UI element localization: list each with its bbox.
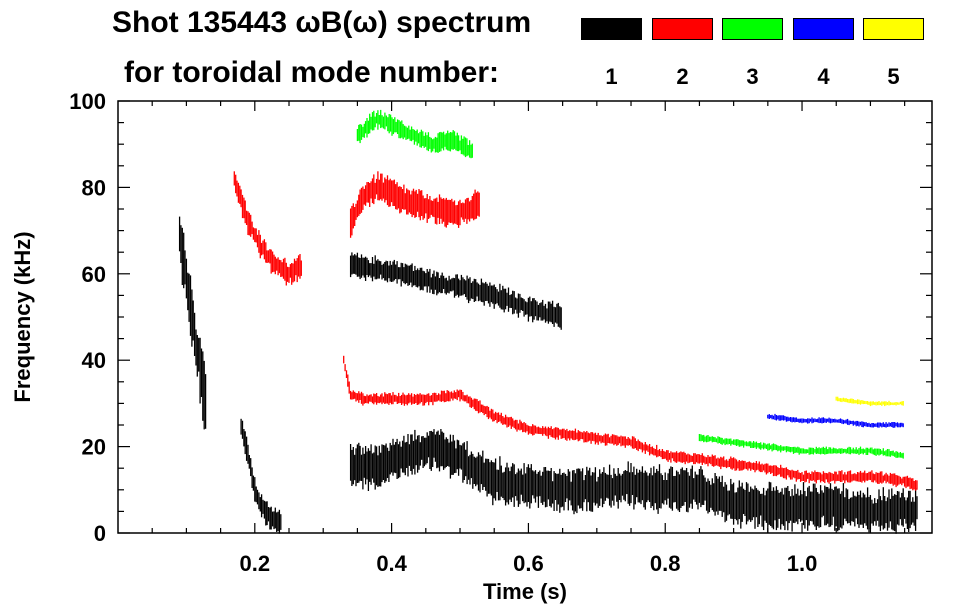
y-tick-label: 20 [82, 435, 106, 460]
chart-subtitle: for toroidal mode number: [124, 56, 499, 89]
chart-title: Shot 135443 ωB(ω) spectrum [112, 6, 532, 39]
legend-swatch-mode-5 [863, 18, 924, 40]
legend-swatch-mode-1 [581, 18, 642, 40]
plot-frame [117, 100, 933, 534]
axes-layer: 0.2 0.4 0.6 0.8 1.0 0 20 40 60 80 100 [69, 89, 932, 576]
series-8-mode-3 [356, 109, 473, 159]
series-9-mode-3 [698, 434, 904, 459]
legend-swatch-mode-3 [722, 18, 783, 40]
series-10-mode-4 [767, 413, 904, 428]
series-3-mode-1 [178, 216, 207, 430]
x-tick-label: 1.0 [787, 551, 818, 576]
series-11-mode-5 [835, 396, 904, 407]
x-axis-title: Time (s) [483, 579, 567, 604]
y-axis-title: Frequency (kHz) [10, 231, 35, 402]
series-6-mode-2 [349, 171, 480, 238]
legend-label-mode-1: 1 [605, 64, 618, 89]
y-tick-label: 60 [82, 262, 106, 287]
legend-label-mode-3: 3 [746, 64, 759, 89]
y-tick-label: 0 [94, 521, 106, 546]
x-tick-label: 0.8 [650, 551, 681, 576]
data-layer [178, 109, 918, 534]
legend-label-mode-4: 4 [817, 64, 830, 89]
y-tick-label: 80 [82, 175, 106, 200]
legend-swatch-mode-4 [793, 18, 854, 40]
y-tick-label: 100 [69, 89, 106, 114]
legend-label-mode-5: 5 [887, 64, 900, 89]
series-7-mode-2 [343, 355, 918, 491]
series-2-mode-1 [240, 418, 282, 534]
series-5-mode-2 [233, 171, 302, 286]
legend-swatch-mode-2 [652, 18, 713, 40]
x-tick-label: 0.6 [513, 551, 544, 576]
series-1-mode-1 [349, 429, 918, 534]
legend-label-mode-2: 2 [676, 64, 689, 89]
y-tick-label: 40 [82, 348, 106, 373]
x-tick-label: 0.4 [376, 551, 407, 576]
series-4-mode-1 [349, 252, 562, 330]
x-tick-label: 0.2 [240, 551, 271, 576]
